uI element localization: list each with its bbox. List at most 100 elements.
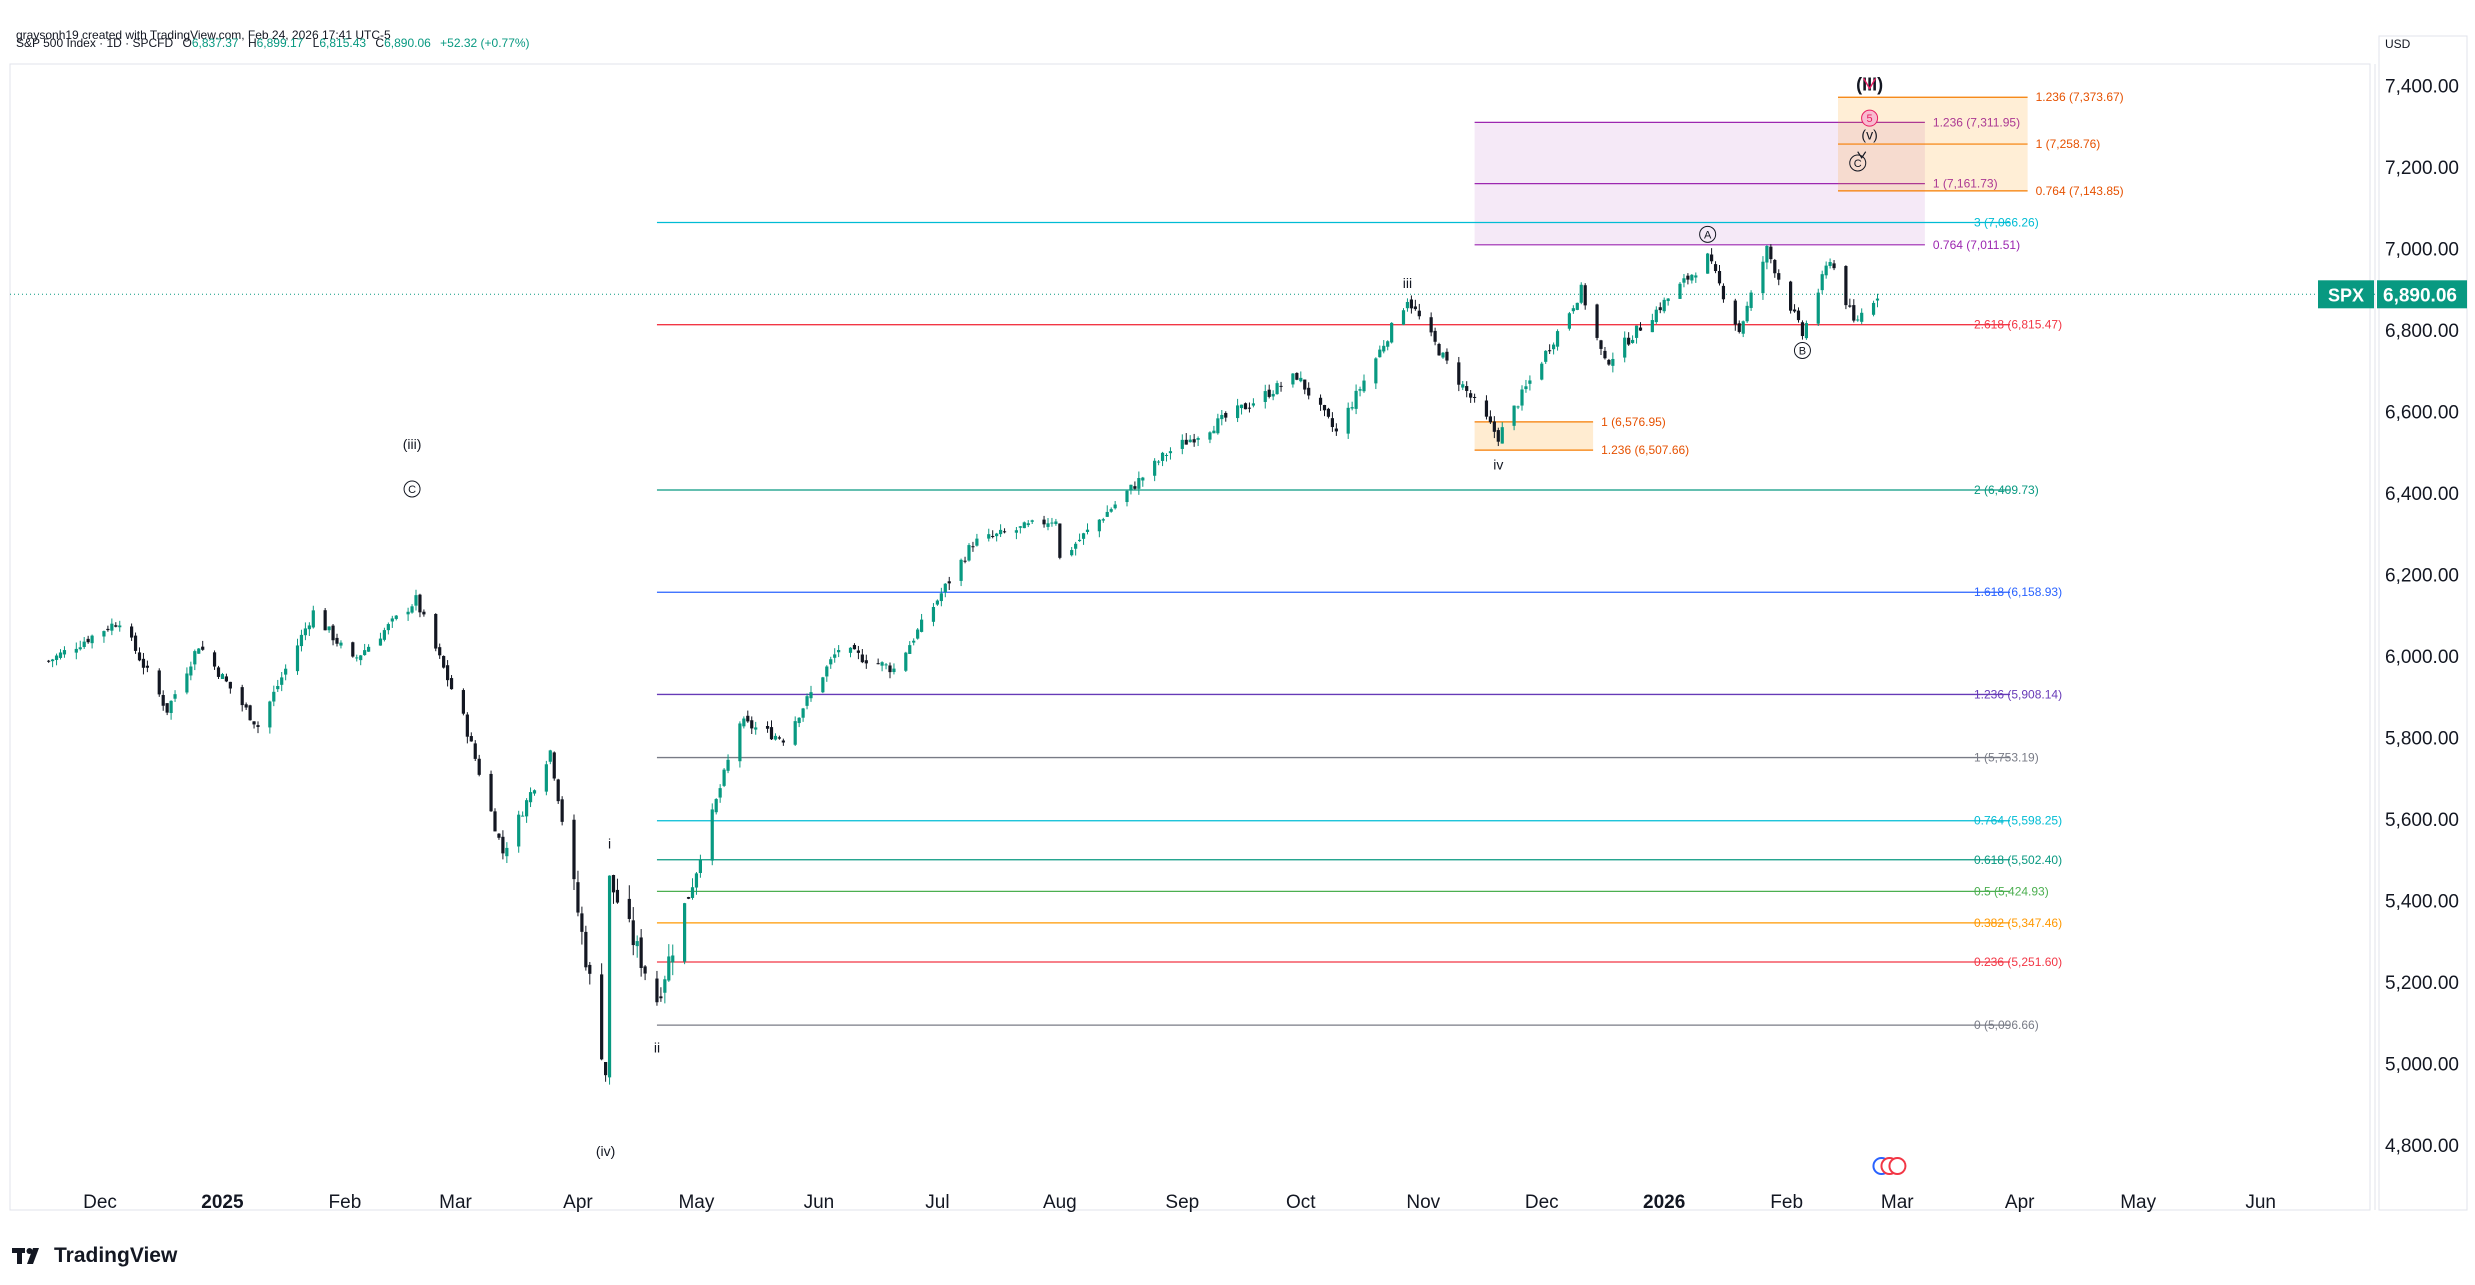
candle-body [765, 726, 770, 729]
candle-body [390, 618, 394, 622]
candle-body [1081, 533, 1086, 539]
legend-high: 6,899.17 [256, 36, 304, 50]
candle-body [1528, 380, 1532, 384]
candle-body [1682, 278, 1686, 283]
fib-level-label: 0.764 (5,598.25) [1974, 814, 2062, 828]
x-tick-label: Sep [1165, 1192, 1199, 1213]
candle-body [904, 652, 908, 671]
candle-body [78, 647, 82, 650]
candle-body [422, 611, 426, 615]
candle-body [1074, 543, 1078, 549]
candle-body [528, 792, 533, 803]
candle-body [1350, 407, 1354, 409]
candle-body [1777, 273, 1781, 280]
candle-body [833, 654, 837, 658]
candle-body [157, 670, 161, 695]
candle-body [1832, 263, 1836, 269]
candle-body [173, 694, 177, 699]
wave-label: 5 [1867, 113, 1873, 125]
x-tick-label: Jun [2245, 1192, 2276, 1213]
candle-body [1429, 317, 1433, 333]
projection-level-label: 1 (7,161.73) [1933, 177, 1998, 191]
wave-label-circle [1861, 109, 1879, 127]
candle-body [331, 625, 335, 641]
candle-body [1765, 246, 1769, 263]
candle-body [1658, 307, 1662, 311]
candle-body [1441, 352, 1445, 358]
candle-body [999, 529, 1003, 535]
tradingview-brand[interactable]: TradingView [12, 1244, 177, 1268]
candle-body [995, 533, 999, 537]
wave-label: (iii) [403, 436, 422, 452]
x-tick-label: 2026 [1643, 1192, 1685, 1213]
brand-name: TradingView [54, 1244, 178, 1267]
candle-body [1085, 529, 1090, 532]
candle-body [1346, 407, 1350, 434]
candle-body [1251, 403, 1255, 406]
candle-body [742, 718, 746, 727]
candle-body [446, 665, 450, 681]
candle-body [1279, 385, 1283, 387]
candle-body [600, 974, 604, 1060]
candle-body [1318, 397, 1323, 405]
candle-body [1413, 306, 1417, 310]
candle-body [1224, 412, 1228, 418]
candle-body [1303, 379, 1307, 390]
candle-body [746, 715, 750, 722]
fib-level-label: 1 (5,753.19) [1974, 751, 2039, 765]
fib-level-label: 0.382 (5,347.46) [1974, 916, 2062, 930]
candle-body [837, 650, 841, 653]
candle-body [299, 634, 304, 647]
candle-body [1512, 405, 1516, 426]
candle-body [584, 931, 588, 968]
candle-body [1058, 523, 1062, 558]
candle-body [1046, 523, 1050, 527]
candle-body [738, 723, 742, 762]
price-axis [2378, 35, 2468, 1211]
candle-body [710, 809, 714, 861]
candle-body [663, 979, 667, 993]
candle-body [244, 704, 248, 708]
candle-body [544, 764, 548, 792]
candle-body [501, 836, 505, 854]
y-tick-label: 7,000.00 [2385, 240, 2459, 261]
candle-body [572, 819, 576, 880]
candle-body [773, 735, 778, 740]
candle-body [1097, 519, 1101, 532]
candle-body [276, 685, 280, 690]
candle-body [505, 847, 509, 857]
candle-body [1322, 404, 1327, 411]
candle-body [750, 720, 754, 729]
legend-change: +52.32 (+0.77%) [440, 36, 530, 50]
candle-body [1184, 439, 1188, 445]
candle-body [939, 593, 943, 602]
candle-body [1844, 266, 1848, 306]
candle-body [1405, 301, 1410, 309]
y-tick-label: 5,400.00 [2385, 892, 2459, 913]
candle-body [114, 625, 118, 627]
candle-body [1713, 264, 1718, 272]
wave-label: C [1854, 158, 1862, 170]
candle-body [1540, 363, 1544, 380]
x-tick-label: Apr [2005, 1192, 2035, 1213]
x-tick-label: May [2120, 1192, 2156, 1213]
x-tick-label: Nov [1406, 1192, 1440, 1213]
candle-body [1638, 327, 1643, 331]
candle-body [363, 650, 367, 656]
y-tick-label: 5,800.00 [2385, 729, 2459, 750]
candle-body [1378, 349, 1382, 358]
candle-body [943, 583, 947, 593]
legend-symbol[interactable]: S&P 500 Index · 1D · SPCFD [16, 36, 174, 50]
candle-body [1330, 418, 1334, 428]
candle-body [228, 681, 232, 689]
candle-body [1417, 310, 1421, 317]
candle-body [631, 920, 635, 946]
candle-body [197, 648, 201, 654]
candle-body [1666, 298, 1670, 302]
wave-label: (iv) [596, 1143, 615, 1159]
candle-body [1469, 393, 1473, 398]
projection-level-label: 0.764 (7,011.51) [1933, 238, 2020, 252]
candle-body [1030, 520, 1034, 522]
candle-body [556, 779, 560, 802]
